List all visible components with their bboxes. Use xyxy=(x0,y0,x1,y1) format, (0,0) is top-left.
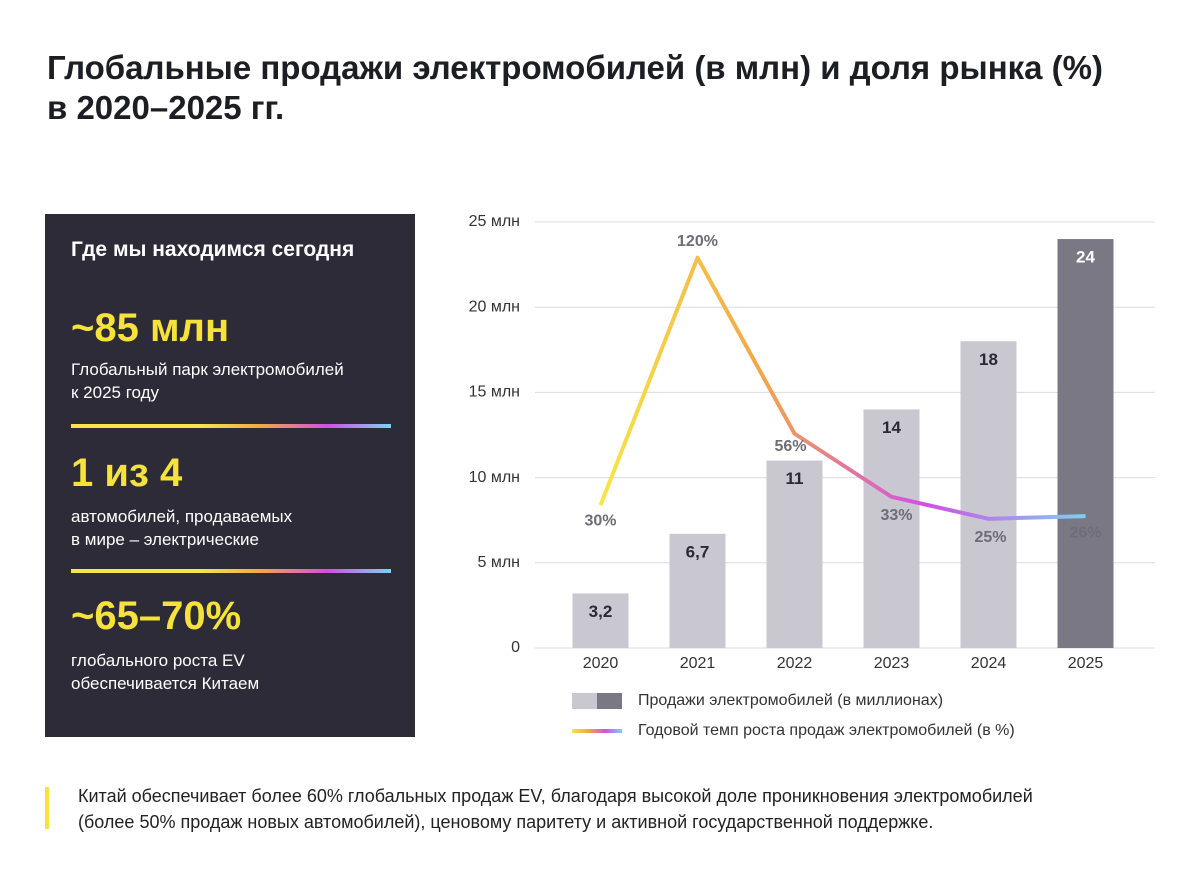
stat-text: автомобилей, продаваемых в мире – электри… xyxy=(71,505,292,551)
legend-swatch xyxy=(597,693,622,709)
stat-line: обеспечивается Китаем xyxy=(71,674,260,693)
legend-label: Продажи электромобилей (в миллионах) xyxy=(638,692,943,709)
legend-swatch xyxy=(572,693,597,709)
footnote-line: (более 50% продаж новых автомобилей), це… xyxy=(78,812,934,832)
line-value-label: 25% xyxy=(974,529,1006,546)
footnote-line: Китай обеспечивает более 60% глобальных … xyxy=(78,786,1033,806)
bar-value-label: 3,2 xyxy=(589,602,613,621)
y-tick-label: 5 млн xyxy=(477,554,520,571)
y-tick-label: 25 млн xyxy=(469,213,520,230)
footnote-marker xyxy=(45,787,49,829)
bar xyxy=(766,460,823,648)
stat-text: Глобальный парк электромобилей к 2025 год… xyxy=(71,358,344,404)
legend-label: Годовой темп роста продаж электромобилей… xyxy=(638,722,1015,739)
y-tick-label: 20 млн xyxy=(469,298,520,315)
title-line: Глобальные продажи электромобилей (в млн… xyxy=(47,49,1103,86)
panel-heading: Где мы находимся сегодня xyxy=(71,238,355,261)
title: Глобальные продажи электромобилей (в млн… xyxy=(47,48,1103,128)
stats-panel: Где мы находимся сегодня ~85 млн Глобаль… xyxy=(45,214,415,737)
stat-line: Глобальный парк электромобилей xyxy=(71,360,344,379)
y-tick-label: 10 млн xyxy=(469,469,520,486)
line-value-label: 120% xyxy=(677,233,718,250)
line-value-label: 30% xyxy=(584,512,616,529)
bar xyxy=(960,341,1017,648)
x-tick-label: 2020 xyxy=(583,655,619,672)
bar-value-label: 18 xyxy=(979,350,998,369)
line-value-label: 33% xyxy=(880,507,912,524)
x-tick-label: 2021 xyxy=(680,655,716,672)
bar-value-label: 24 xyxy=(1076,248,1095,267)
stat-line: глобального роста EV xyxy=(71,651,245,670)
bar xyxy=(669,533,726,648)
x-tick-label: 2022 xyxy=(777,655,813,672)
bar xyxy=(863,409,920,648)
stat-line: автомобилей, продаваемых xyxy=(71,507,293,526)
line-value-label: 26% xyxy=(1069,524,1101,541)
x-tick-label: 2024 xyxy=(971,655,1007,672)
line-value-label: 56% xyxy=(774,438,806,455)
y-tick-label: 0 xyxy=(511,639,520,656)
stat-text: глобального роста EV обеспечивается Китае… xyxy=(71,649,259,695)
separator xyxy=(71,569,391,573)
legend-swatch xyxy=(572,729,622,733)
stat-line: в мире – электрические xyxy=(71,530,259,549)
bar-value-label: 14 xyxy=(882,418,901,437)
stat-value: 1 из 4 xyxy=(71,451,183,495)
title-line: в 2020–2025 гг. xyxy=(47,89,285,126)
bar-value-label: 11 xyxy=(786,469,804,488)
bar-value-label: 6,7 xyxy=(686,542,710,561)
stat-value: ~65–70% xyxy=(71,594,242,638)
footnote: Китай обеспечивает более 60% глобальных … xyxy=(78,783,1033,835)
x-tick-label: 2025 xyxy=(1068,655,1104,672)
stat-value: ~85 млн xyxy=(71,306,230,350)
x-tick-label: 2023 xyxy=(874,655,910,672)
separator xyxy=(71,424,391,428)
bar xyxy=(572,593,629,648)
bar xyxy=(1057,239,1114,649)
y-tick-label: 15 млн xyxy=(469,384,520,401)
stat-line: к 2025 году xyxy=(71,383,160,402)
growth-line xyxy=(598,255,1086,521)
